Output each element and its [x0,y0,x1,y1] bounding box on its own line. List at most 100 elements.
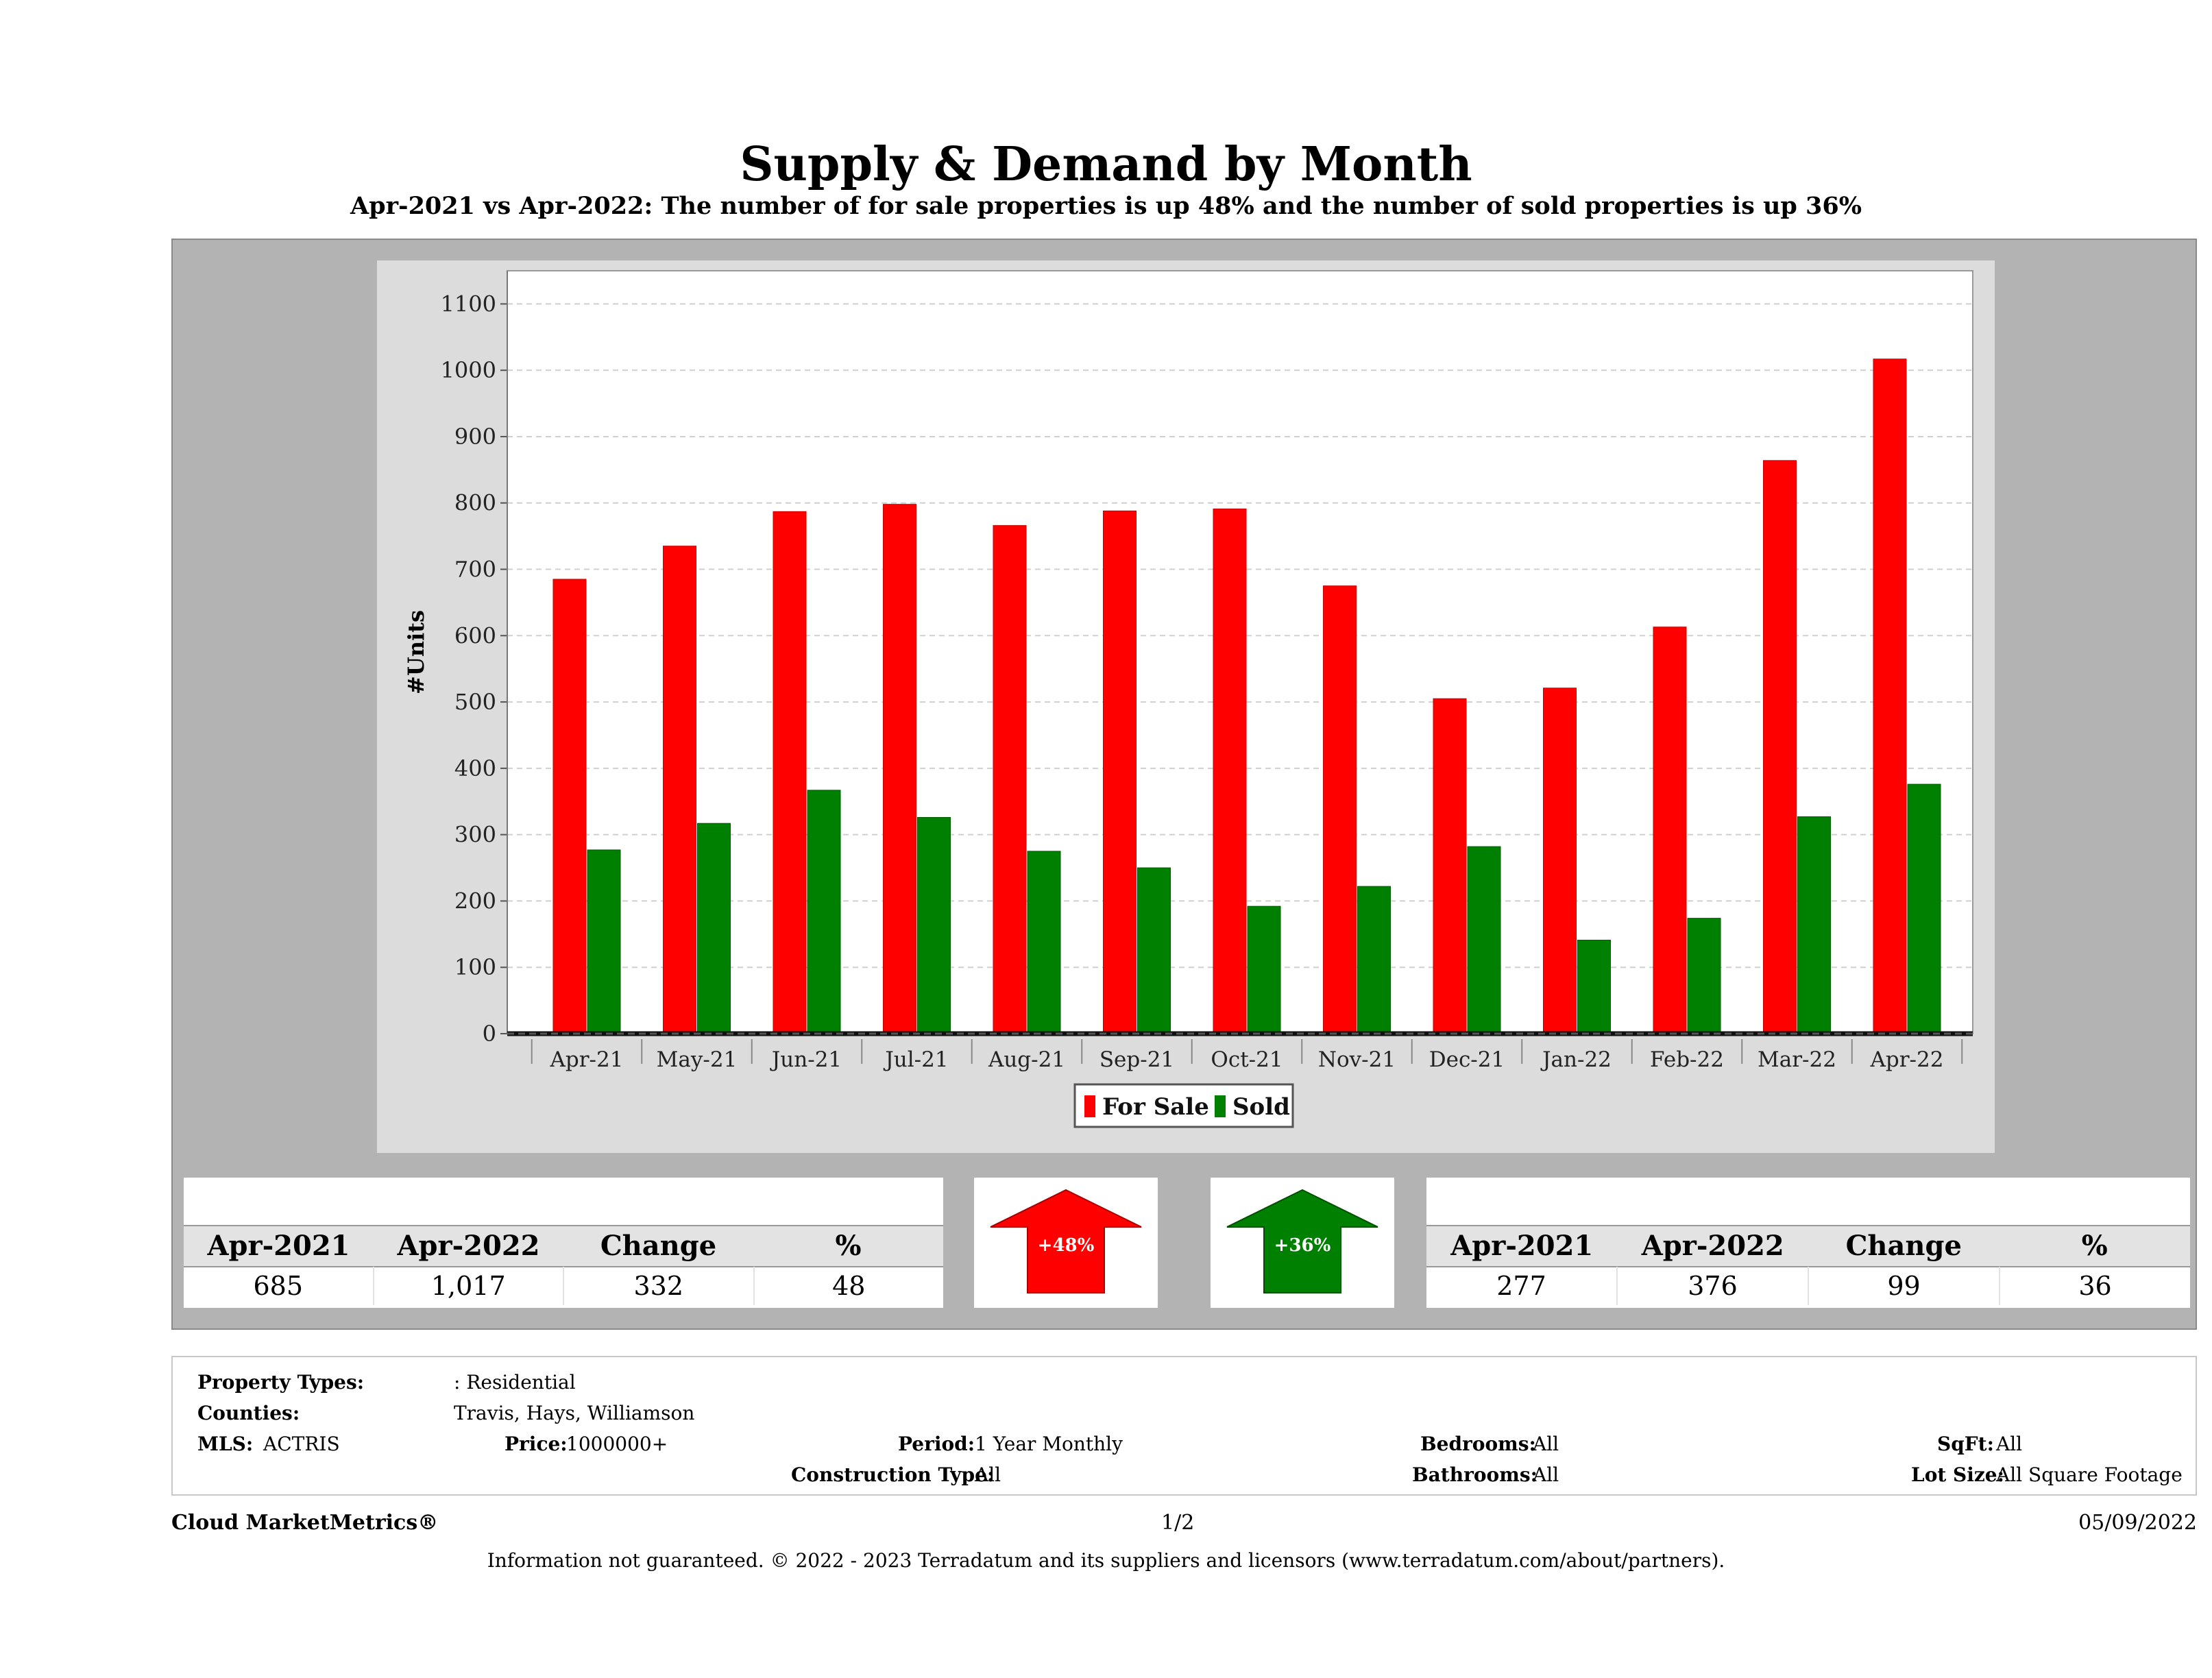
bedrooms-label: Bedrooms: [1420,1433,1536,1455]
bar-sold [807,790,841,1034]
bar-for-sale [1213,508,1247,1034]
bar-sold [1577,940,1611,1034]
legend-label-for-sale: For Sale [1102,1093,1209,1121]
construction-type-value: All [975,1463,1001,1486]
for-sale-table-values: 685 1,017 332 48 [184,1267,943,1305]
bar-sold [1137,867,1171,1034]
value-cell: 277 [1426,1267,1618,1305]
x-tick-label: May-21 [657,1047,738,1072]
page-number: 1/2 [1161,1511,1195,1535]
y-tick-label: 900 [454,424,496,450]
value-cell: 376 [1618,1267,1809,1305]
x-tick-label: Jun-21 [770,1047,842,1072]
bar-sold [1247,905,1281,1034]
period-value: 1 Year Monthly [975,1433,1123,1455]
bar-for-sale [1543,688,1577,1034]
price-value: 1000000+ [566,1433,668,1455]
bar-sold [1687,918,1721,1034]
x-tick-label: Aug-21 [988,1047,1065,1072]
header-cell: Apr-2021 [207,1230,350,1262]
x-tick-label: Jul-21 [883,1047,948,1072]
x-tick-label: Mar-22 [1758,1047,1836,1072]
bar-sold [587,849,621,1034]
header-cell: Apr-2022 [1641,1230,1784,1262]
bar-sold [1797,816,1831,1034]
y-tick-label: 800 [454,490,496,516]
property-types-value: : Residential [454,1371,576,1394]
mls-label: MLS: [197,1433,254,1455]
report-date: 05/09/2022 [2078,1511,2197,1535]
for-sale-change-label: +48% [1038,1235,1095,1256]
legend-swatch-sold [1215,1095,1226,1117]
header-cell: % [2081,1230,2108,1262]
bar-for-sale [1763,460,1797,1034]
brand-name: Cloud MarketMetrics® [171,1511,439,1535]
y-tick-label: 100 [454,954,496,980]
sold-table-header: Apr-2021 Apr-2022 Change % [1426,1225,2190,1267]
y-tick-label: 0 [483,1021,496,1047]
for-sale-change-box: +48% [974,1178,1158,1308]
bar-sold [917,816,951,1034]
x-tick-label: Nov-21 [1318,1047,1396,1072]
x-tick-label: Oct-21 [1211,1047,1283,1072]
value-cell: 48 [832,1271,866,1301]
bar-sold [1467,846,1501,1034]
up-arrow-icon: +36% [1226,1189,1378,1293]
for-sale-table: Apr-2021 Apr-2022 Change % 685 1,017 332… [184,1178,943,1308]
value-cell: 99 [1809,1267,2000,1305]
search-criteria-box: Property Types: : Residential Counties: … [171,1356,2197,1496]
construction-type-label: Construction Type: [791,1463,995,1486]
bar-for-sale [1433,698,1467,1034]
sold-change-box: +36% [1211,1178,1394,1308]
header-cell: Change [1845,1230,1962,1262]
mls-value: ACTRIS [263,1433,340,1455]
bar-sold [697,823,731,1034]
value-cell: 332 [564,1267,755,1305]
sqft-value: All [1996,1433,2023,1455]
y-tick-label: 700 [454,557,496,583]
sold-table: Apr-2021 Apr-2022 Change % 277 376 99 36 [1426,1178,2190,1308]
bar-sold [1357,886,1391,1034]
bar-for-sale [552,579,587,1034]
price-label: Price: [505,1433,568,1455]
value-cell: 36 [2078,1271,2112,1301]
bar-for-sale [1653,627,1687,1034]
header-cell: Change [600,1230,717,1262]
x-tick-label: Apr-21 [550,1047,624,1072]
bar-for-sale [663,546,696,1034]
period-label: Period: [898,1433,975,1455]
y-tick-label: 1100 [441,291,496,317]
x-tick-label: Feb-22 [1650,1047,1724,1072]
legend-box [1073,1083,1294,1128]
for-sale-table-header: Apr-2021 Apr-2022 Change % [184,1225,943,1267]
bedrooms-value: All [1533,1433,1559,1455]
legend-label-sold: Sold [1232,1093,1290,1121]
bar-for-sale [1323,585,1357,1034]
x-tick-label: Sep-21 [1099,1047,1174,1072]
bar-for-sale [883,504,916,1034]
counties-label: Counties: [197,1402,300,1424]
header-cell: Apr-2022 [397,1230,540,1262]
bar-for-sale [993,525,1027,1034]
header-cell: % [835,1230,862,1262]
lot-size-value: All Square Footage [1996,1463,2183,1486]
y-axis-label: #Units [403,610,429,694]
value-cell: 1,017 [374,1267,564,1305]
bar-sold [1907,783,1941,1034]
bar-for-sale [1873,358,1907,1034]
page-subtitle: Apr-2021 vs Apr-2022: The number of for … [350,192,1862,220]
bar-sold [1027,851,1061,1034]
x-tick-label: Jan-22 [1540,1047,1612,1072]
y-tick-label: 400 [454,755,496,781]
header-cell: Apr-2021 [1450,1230,1594,1262]
bar-for-sale [773,511,807,1034]
sqft-label: SqFt: [1937,1433,1994,1455]
bathrooms-label: Bathrooms: [1412,1463,1538,1486]
bar-for-sale [1103,510,1137,1034]
y-tick-label: 200 [454,888,496,914]
counties-value: Travis, Hays, Williamson [454,1402,695,1424]
lot-size-label: Lot Size: [1911,1463,2004,1486]
property-types-label: Property Types: [197,1371,365,1394]
x-tick-label: Dec-21 [1429,1047,1505,1072]
